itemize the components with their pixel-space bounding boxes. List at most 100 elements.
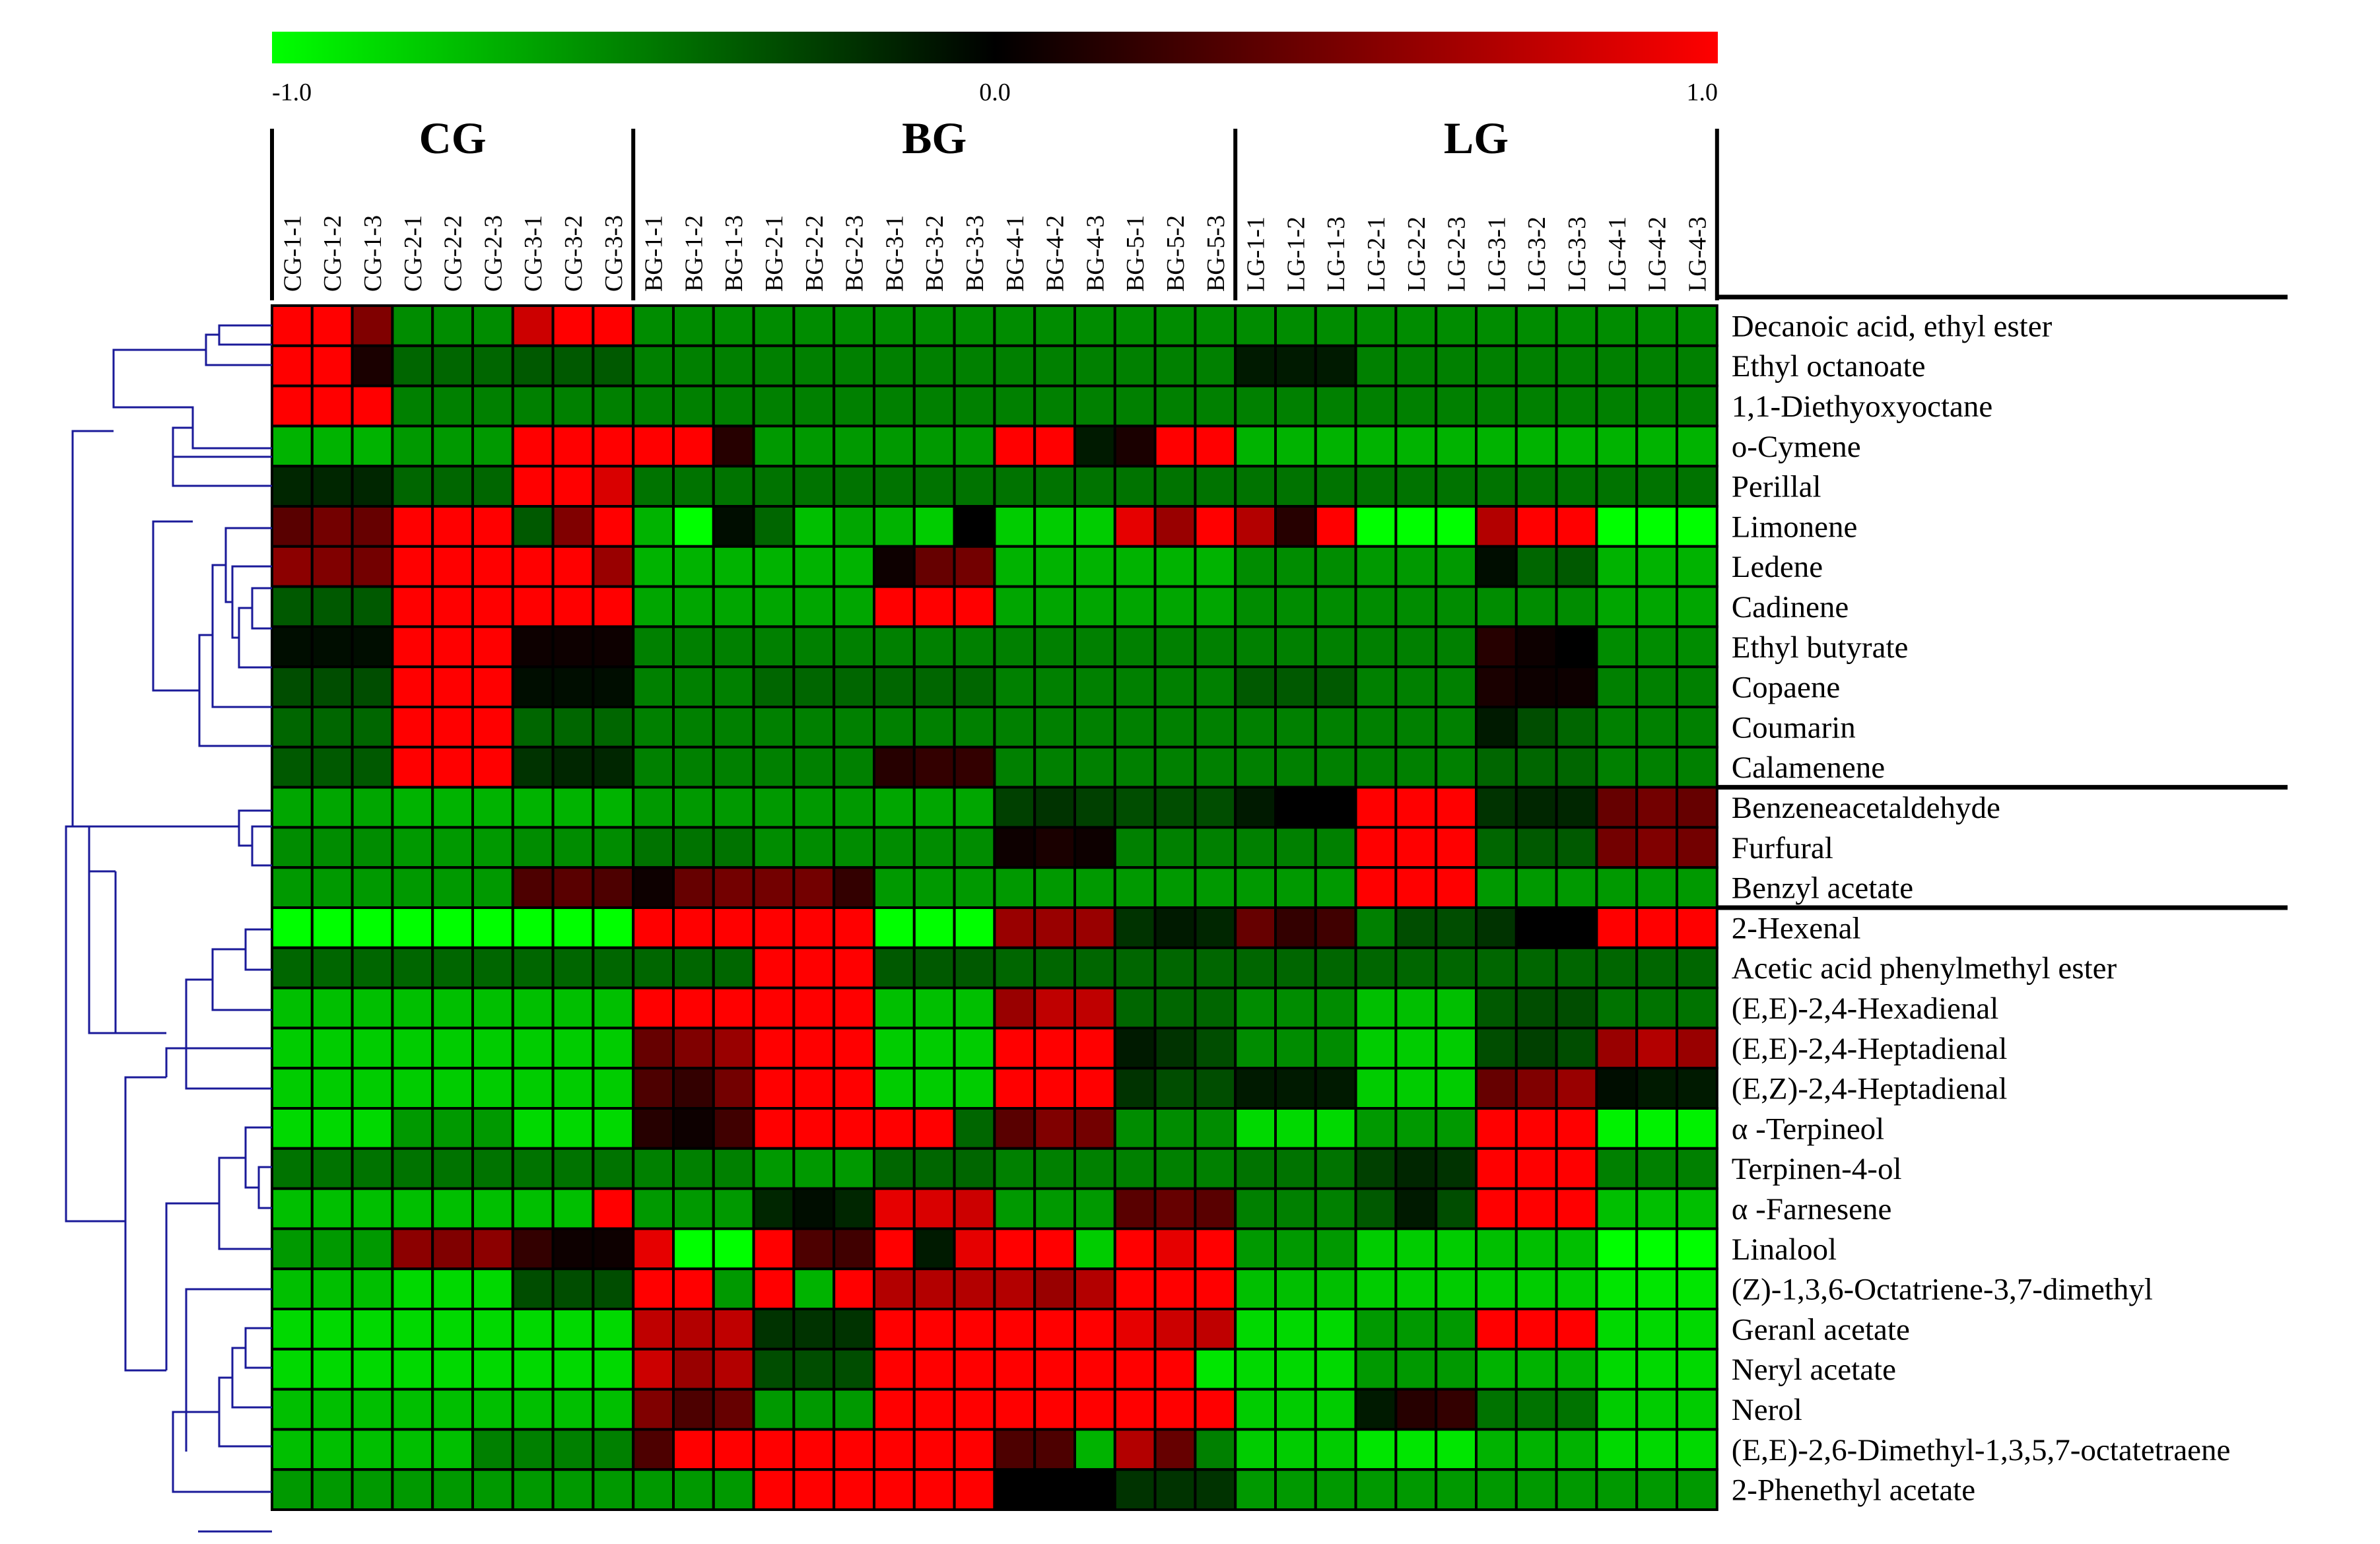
heatmap-cell: [1676, 1026, 1718, 1070]
heatmap-cell: [310, 384, 354, 428]
heatmap-cell: [1113, 1308, 1157, 1351]
heatmap-cell: [993, 304, 1037, 347]
heatmap-cell: [1234, 1147, 1277, 1190]
heatmap-cell: [511, 585, 555, 628]
heatmap-cell: [1153, 1026, 1197, 1070]
heatmap-cell: [1676, 906, 1718, 949]
column-label: CG-1-3: [359, 215, 387, 292]
heatmap-cell: [511, 1388, 555, 1431]
heatmap-cell: [471, 585, 514, 628]
heatmap-cell: [431, 585, 475, 628]
heatmap-cell: [1676, 826, 1718, 869]
heatmap-cell: [592, 906, 635, 949]
heatmap-cell: [1073, 505, 1116, 548]
heatmap-cell: [1514, 706, 1558, 749]
heatmap-cell: [271, 1347, 314, 1391]
heatmap-cell: [1234, 1388, 1277, 1431]
heatmap-cell: [1234, 1187, 1277, 1230]
heatmap-cell: [993, 745, 1037, 789]
heatmap-cell: [1314, 1468, 1357, 1511]
heatmap-cell: [993, 585, 1037, 628]
heatmap-cell: [391, 946, 434, 990]
heatmap-cell: [471, 1227, 514, 1271]
heatmap-cell: [1514, 585, 1558, 628]
heatmap-cell: [310, 706, 354, 749]
heatmap-cell: [1595, 424, 1639, 468]
heatmap-cell: [1635, 1187, 1678, 1230]
heatmap-cell: [752, 304, 796, 347]
heatmap-cell: [1194, 866, 1237, 909]
heatmap-cell: [953, 424, 996, 468]
row-label: Benzeneacetaldehyde: [1732, 791, 2000, 825]
heatmap-cell: [1113, 866, 1157, 909]
heatmap-cell: [271, 344, 314, 387]
heatmap-cell: [271, 1147, 314, 1190]
heatmap-cell: [351, 1468, 394, 1511]
heatmap-cell: [1595, 1187, 1639, 1230]
heatmap-cell: [1475, 665, 1518, 709]
heatmap-cell: [391, 384, 434, 428]
heatmap-cell: [833, 625, 875, 669]
heatmap-cell: [1234, 384, 1277, 428]
heatmap-cell: [310, 545, 354, 588]
heatmap-cell: [1033, 1428, 1076, 1471]
heatmap-cell: [712, 706, 755, 749]
heatmap-cell: [1394, 1187, 1438, 1230]
heatmap-cell: [712, 786, 755, 829]
heatmap-cell: [1113, 384, 1157, 428]
heatmap-cell: [1676, 866, 1718, 909]
heatmap-cell: [471, 665, 514, 709]
heatmap-cell: [873, 1347, 916, 1391]
heatmap-cell: [1595, 304, 1639, 347]
row-label: α -Terpineol: [1732, 1112, 1884, 1146]
heatmap-cell: [1194, 304, 1237, 347]
heatmap-cell: [1274, 304, 1317, 347]
heatmap-cell: [1435, 1067, 1478, 1110]
heatmap-cell: [1354, 1026, 1398, 1070]
heatmap-cell: [310, 304, 354, 347]
heatmap-cell: [672, 625, 715, 669]
heatmap-cell: [1354, 866, 1398, 909]
heatmap-cell: [391, 424, 434, 468]
heatmap-cell: [1635, 625, 1678, 669]
group-label: LG: [1444, 113, 1509, 163]
heatmap-cell: [1354, 786, 1398, 829]
heatmap-cell: [310, 906, 354, 949]
heatmap-cell: [1555, 1026, 1598, 1070]
heatmap-cell: [1635, 1067, 1678, 1110]
heatmap-cell: [1314, 1147, 1357, 1190]
heatmap-cell: [351, 344, 394, 387]
heatmap-cell: [1113, 986, 1157, 1030]
heatmap-cell: [551, 1107, 595, 1150]
heatmap-cell: [1274, 505, 1317, 548]
heatmap-cell: [1635, 786, 1678, 829]
heatmap-cell: [1555, 1267, 1598, 1310]
heatmap-cell: [752, 826, 796, 869]
heatmap-cell: [672, 304, 715, 347]
heatmap-cell: [993, 1026, 1037, 1070]
heatmap-cell: [431, 946, 475, 990]
heatmap-cell: [551, 1428, 595, 1471]
heatmap-cell: [1194, 906, 1237, 949]
row-label: (E,Z)-2,4-Heptadienal: [1732, 1072, 2008, 1106]
heatmap-cell: [1595, 1147, 1639, 1190]
heatmap-cell: [1033, 424, 1076, 468]
heatmap-cell: [1435, 986, 1478, 1030]
heatmap-cell: [271, 986, 314, 1030]
heatmap-cell: [1354, 344, 1398, 387]
heatmap-cell: [1033, 946, 1076, 990]
heatmap-cell: [1514, 1347, 1558, 1391]
heatmap-cell: [1153, 545, 1197, 588]
heatmap-cell: [1354, 505, 1398, 548]
heatmap-cell: [1194, 1026, 1237, 1070]
column-label: BG-3-1: [881, 215, 908, 292]
heatmap-cell: [912, 665, 956, 709]
heatmap-cell: [792, 665, 836, 709]
heatmap-cell: [752, 1428, 796, 1471]
heatmap-cell: [712, 906, 755, 949]
heatmap-cell: [1475, 745, 1518, 789]
heatmap-cell: [1475, 1388, 1518, 1431]
heatmap-cell: [1033, 465, 1076, 508]
heatmap-cell: [873, 304, 916, 347]
heatmap-cell: [752, 465, 796, 508]
